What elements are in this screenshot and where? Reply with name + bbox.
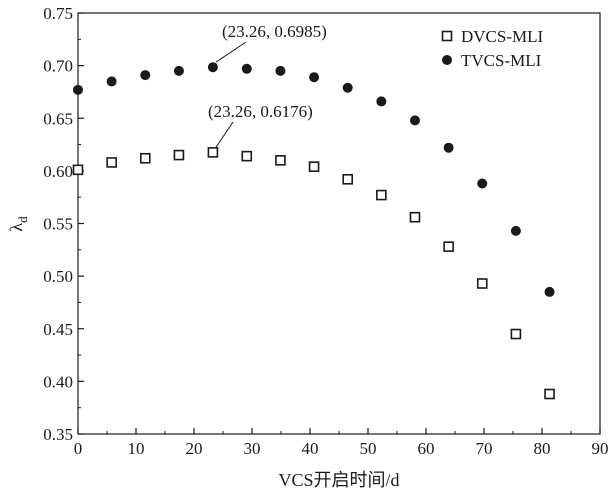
annotation-label: (23.26, 0.6985)	[222, 22, 327, 41]
dvcs-mli-point	[275, 155, 286, 166]
tvcs-mli-point	[207, 62, 218, 73]
x-tick-label: 40	[302, 439, 319, 458]
x-tick-label: 60	[418, 439, 435, 458]
tvcs-mli-point	[309, 72, 320, 83]
tvcs-mli-point	[342, 82, 353, 93]
y-tick-label: 0.70	[43, 57, 73, 76]
dvcs-mli-point	[173, 149, 185, 161]
x-tick-label: 80	[534, 439, 551, 458]
y-axis-label-main: λ	[6, 223, 26, 232]
dvcs-mli-point	[207, 147, 219, 158]
annotations: (23.26, 0.6985) (23.26, 0.6176)	[208, 22, 327, 148]
legend-label: DVCS-MLI	[461, 27, 544, 46]
dvcs-mli-point	[308, 161, 320, 172]
tvcs-mli-point	[140, 70, 151, 81]
y-tick-label: 0.75	[43, 4, 73, 23]
axis-ticks	[77, 12, 601, 435]
dvcs-mli-point	[510, 328, 522, 340]
y-tick-label: 0.35	[43, 425, 73, 444]
svg-text:λd: λd	[6, 216, 30, 232]
dvcs-mli-point	[443, 241, 454, 252]
annotation-label: (23.26, 0.6176)	[208, 102, 313, 121]
x-tick-label: 30	[244, 439, 261, 458]
annotation-leader-line	[215, 121, 234, 148]
tvcs-mli-point	[409, 115, 420, 126]
x-tick-label: 0	[74, 439, 83, 458]
y-tick-label: 0.45	[43, 320, 73, 339]
dvcs-mli-point	[106, 157, 117, 168]
x-tick-label: 70	[476, 439, 493, 458]
dvcs-mli-point	[241, 150, 253, 162]
dvcs-mli-point	[139, 152, 151, 164]
dvcs-mli-point	[409, 211, 421, 223]
dvcs-mli-point	[476, 278, 488, 289]
y-axis-label-sub: d	[15, 216, 30, 223]
tvcs-mli-point	[106, 76, 117, 87]
y-tick-label: 0.50	[43, 267, 73, 286]
dvcs-mli-point	[72, 164, 84, 176]
tvcs-mli-point	[510, 225, 521, 236]
legend-label: TVCS-MLI	[461, 51, 542, 70]
dvcs-mli-point	[544, 388, 555, 400]
y-tick-label: 0.55	[43, 215, 73, 234]
tvcs-mli-point	[443, 142, 454, 153]
tvcs-mli-point	[376, 96, 387, 107]
x-tick-label: 50	[360, 439, 377, 458]
y-tick-label: 0.65	[43, 109, 73, 128]
y-axis-label: λd	[6, 216, 30, 232]
tvcs-mli-point	[477, 178, 488, 189]
tvcs-mli-point	[173, 65, 184, 76]
legend-marker	[442, 55, 452, 65]
x-tick-label: 90	[592, 439, 609, 458]
legend: DVCS-MLI TVCS-MLI	[441, 27, 544, 70]
y-tick-label: 0.60	[43, 162, 73, 181]
x-tick-label: 10	[128, 439, 145, 458]
x-axis-label: VCS开启时间/d	[278, 470, 399, 490]
tick-labels: 0 10 20 30 40 50 60 70 80 90 0.35 0.40 0.45 0.50 0.55 0…	[43, 4, 608, 458]
x-tick-label: 20	[186, 439, 203, 458]
plot-frame	[77, 12, 601, 435]
dvcs-mli-point	[342, 173, 354, 185]
tvcs-mli-point	[241, 63, 252, 74]
tvcs-mli-point	[275, 65, 286, 76]
tvcs-mli-point	[73, 84, 83, 95]
dvcs-mli-point	[376, 189, 387, 201]
annotation-leader-line	[215, 41, 247, 63]
y-tick-label: 0.40	[43, 372, 73, 391]
data-points	[72, 62, 555, 400]
tvcs-mli-point	[544, 286, 555, 297]
legend-marker	[441, 30, 453, 42]
